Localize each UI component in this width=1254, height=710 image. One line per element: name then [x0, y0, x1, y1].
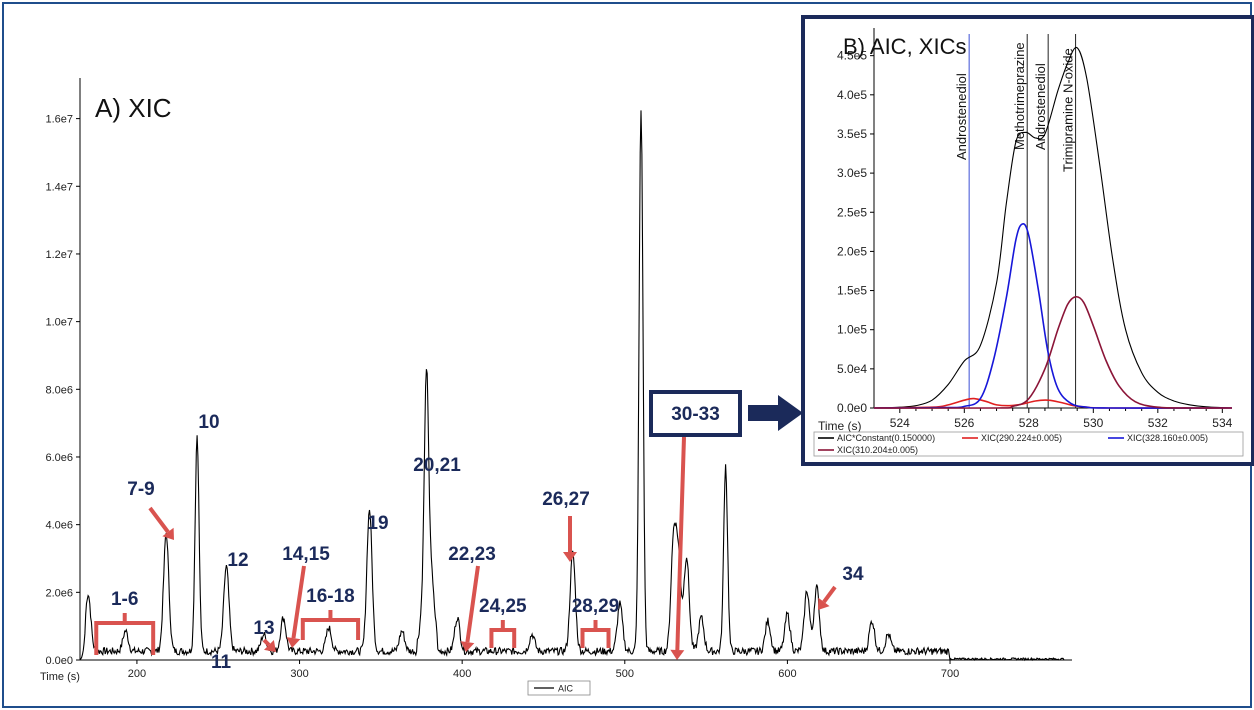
callout-label: 30-33	[671, 404, 720, 425]
x-tick-label: 530	[1083, 416, 1103, 430]
chart-b-x-label: Time (s)	[818, 419, 862, 433]
marker-label: Trimipramine N-oxide	[1061, 48, 1076, 172]
annotation-13-label: 13	[253, 618, 274, 639]
annotation-13-arrow-head	[263, 639, 276, 652]
annotation-1-6-bracket	[94, 613, 156, 655]
chart-a-annotations: 1-6 7-9 10 11 12 13 14,15 16-18 19 20,21 22,23 24,2…	[94, 412, 864, 673]
legend-label: XIC(328.160±0.005)	[1127, 433, 1208, 443]
x-tick-label: 526	[954, 416, 974, 430]
series-line-2	[873, 223, 1233, 409]
annotation-14-15-arrow-shaft	[291, 565, 306, 639]
annotation-10-label: 10	[198, 412, 219, 433]
annotation-30-33-arrow-shaft	[675, 436, 686, 651]
annotation-12-label: 12	[227, 550, 248, 571]
callout-box	[649, 390, 742, 437]
y-tick-label: 1.0e5	[837, 323, 867, 337]
annotation-7-9-label: 7-9	[127, 479, 154, 500]
y-tick-label: 1.5e5	[837, 284, 867, 298]
x-tick-label: 534	[1212, 416, 1232, 430]
x-tick-label: 200	[128, 668, 146, 680]
y-tick-label: 8.0e6	[45, 384, 73, 396]
annotation-34-arrow-head	[818, 597, 830, 610]
chart-b-legend-box	[813, 431, 1244, 457]
chart-b-vertical-markers: Androstenediol Methotrimeprazine Androsten…	[954, 34, 1077, 408]
chart-a-y-ticks: 0.0e0 2.0e6 4.0e6 6.0e6 8.0e6 1.0e7 1.2e7 1.4e7…	[45, 114, 80, 667]
annotation-28-29-bracket	[580, 620, 611, 648]
y-tick-label: 3.0e5	[837, 166, 867, 180]
y-tick-label: 4.5e5	[837, 49, 867, 63]
y-tick-label: 4.0e5	[837, 88, 867, 102]
annotation-16-18-bracket	[300, 610, 361, 640]
chart-a-legend-label: AIC	[558, 684, 574, 694]
chart-a-x-ticks: 200 300 400 500 600 700	[128, 660, 959, 680]
annotation-16-18-label: 16-18	[306, 586, 355, 607]
annotation-28-29-label: 28,29	[572, 596, 620, 617]
x-tick-label: 528	[1019, 416, 1039, 430]
annotation-34-arrow-shaft	[822, 585, 837, 604]
chart-b-y-ticks: 0.0e0 5.0e4 1.0e5 1.5e5 2.0e5 2.5e5 3.0e5 3.5e5…	[837, 49, 874, 415]
annotation-24-25-bracket	[489, 620, 517, 648]
annotation-26-27-label: 26,27	[542, 489, 590, 510]
callout-30-33: 30-33	[649, 390, 803, 437]
y-tick-label: 5.0e4	[837, 362, 867, 376]
annotation-22-23-arrow-shaft	[465, 565, 480, 643]
marker-label: Androstenediol	[1033, 63, 1048, 150]
annotation-20-21-label: 20,21	[413, 455, 461, 476]
marker-label: Androstenediol	[954, 73, 969, 160]
y-tick-label: 2.0e6	[45, 587, 73, 599]
y-tick-label: 1.6e7	[45, 114, 73, 126]
y-tick-label: 3.5e5	[837, 127, 867, 141]
y-tick-label: 0.0e0	[837, 401, 867, 415]
annotation-24-25-label: 24,25	[479, 596, 527, 617]
annotation-19-label: 19	[367, 513, 388, 534]
chart-b-series	[873, 46, 1233, 409]
y-tick-label: 1.4e7	[45, 181, 73, 193]
x-tick-label: 300	[290, 668, 308, 680]
annotation-14-15-arrow-head	[286, 637, 301, 648]
y-tick-label: 1.0e7	[45, 317, 73, 329]
series-line-3	[873, 295, 1233, 409]
annotation-14-15-label: 14,15	[282, 544, 330, 565]
callout-arrow	[748, 395, 803, 431]
annotation-30-33-arrow-head	[670, 649, 685, 660]
annotation-22-23-arrow-head	[460, 641, 475, 652]
x-tick-label: 532	[1148, 416, 1168, 430]
legend-label: XIC(290.224±0.005)	[981, 433, 1062, 443]
x-tick-label: 600	[778, 668, 796, 680]
series-line-0	[873, 46, 1233, 409]
marker-label: Methotrimeprazine	[1012, 42, 1027, 150]
chart-b-frame	[801, 15, 1254, 466]
x-tick-label: 500	[616, 668, 634, 680]
annotation-11-label: 11	[211, 652, 232, 673]
x-tick-label: 400	[453, 668, 471, 680]
y-tick-label: 6.0e6	[45, 452, 73, 464]
legend-label: XIC(310.204±0.005)	[837, 445, 918, 455]
y-tick-label: 2.0e5	[837, 244, 867, 258]
annotation-7-9-arrow-shaft	[148, 506, 170, 534]
chart-b-inset: 0.0e0 5.0e4 1.0e5 1.5e5 2.0e5 2.5e5 3.0e5 3.5e5…	[801, 15, 1254, 466]
chart-b-legend[interactable]: AIC*Constant(0.150000) XIC(290.224±0.005)…	[813, 431, 1244, 457]
y-tick-label: 0.0e0	[45, 655, 73, 667]
annotation-34-label: 34	[842, 564, 864, 585]
annotation-22-23-label: 22,23	[448, 544, 496, 565]
annotation-1-6-label: 1-6	[111, 589, 138, 610]
y-tick-label: 4.0e6	[45, 520, 73, 532]
annotation-13-arrow-shaft	[262, 638, 271, 647]
annotation-7-9-arrow-head	[162, 527, 174, 540]
y-tick-label: 1.2e7	[45, 249, 73, 261]
chart-a-title: A) XIC	[95, 93, 172, 123]
chart-a: 0.0e0 2.0e6 4.0e6 6.0e6 8.0e6 1.0e7 1.2e7 1.4e7…	[40, 78, 1072, 696]
x-tick-label: 700	[941, 668, 959, 680]
chart-b-title: B) AIC, XICs	[843, 34, 966, 59]
x-tick-label: 524	[890, 416, 910, 430]
chart-a-x-label: Time (s)	[40, 671, 80, 683]
chart-a-legend-box	[527, 680, 591, 696]
y-tick-label: 2.5e5	[837, 205, 867, 219]
chart-a-legend[interactable]: AIC	[527, 680, 591, 696]
annotation-26-27-arrow-head	[563, 552, 577, 562]
legend-label: AIC*Constant(0.150000)	[837, 433, 935, 443]
